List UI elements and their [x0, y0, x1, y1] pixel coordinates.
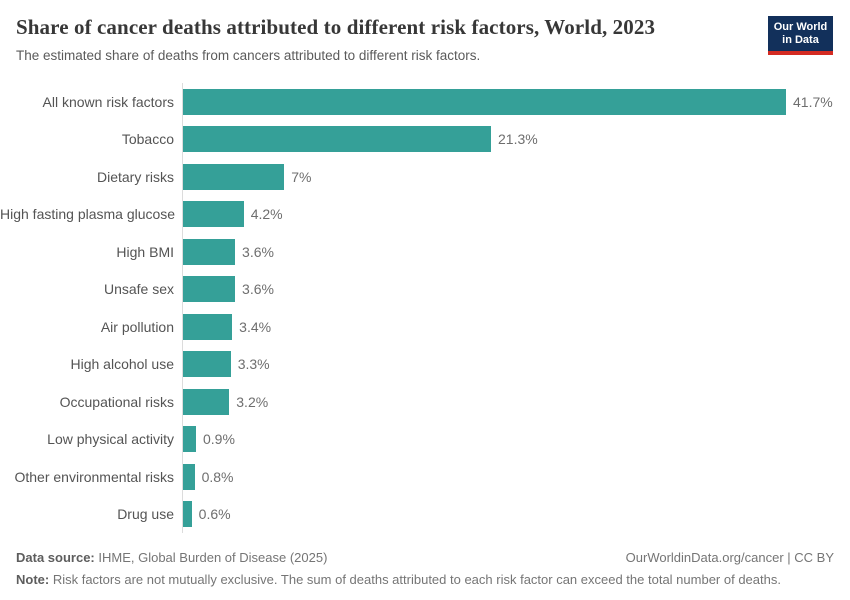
category-label: Dietary risks [96, 168, 174, 185]
bar[interactable] [183, 501, 192, 528]
bar-row: Drug use 0.6% [0, 495, 850, 533]
value-label: 21.3% [498, 131, 538, 148]
owid-logo[interactable]: Our World in Data [768, 16, 833, 55]
bar-chart: All known risk factors 41.7% Tobacco 21.3% D… [0, 83, 850, 533]
bar[interactable] [183, 163, 285, 190]
plot-area: 3.6% [182, 270, 850, 308]
value-label: 3.2% [236, 393, 269, 410]
bar[interactable] [183, 88, 786, 115]
value-label: 3.4% [239, 318, 272, 335]
plot-area: 3.6% [182, 233, 850, 271]
owid-link[interactable]: OurWorldinData.org/cancer [625, 550, 784, 565]
category-label: Drug use [117, 506, 174, 523]
bar-row: Low physical activity 0.9% [0, 420, 850, 458]
bar[interactable] [183, 276, 236, 303]
value-label: 3.6% [242, 243, 274, 260]
value-label: 7% [291, 168, 312, 185]
bar[interactable] [183, 463, 195, 490]
value-label: 0.8% [201, 468, 234, 485]
plot-area: 7% [182, 158, 850, 196]
data-source-text: IHME, Global Burden of Disease (2025) [94, 550, 328, 565]
footer-line1: Data source: IHME, Global Burden of Dise… [16, 550, 834, 565]
plot-area: 0.6% [182, 495, 850, 533]
value-label: 4.2% [250, 206, 283, 223]
bar[interactable] [183, 388, 230, 415]
plot-area: 3.4% [182, 308, 850, 346]
value-label: 3.3% [237, 356, 270, 373]
category-label: Low physical activity [47, 431, 174, 448]
bar[interactable] [183, 238, 236, 265]
bar-row: Air pollution 3.4% [0, 308, 850, 346]
chart-title: Share of cancer deaths attributed to dif… [16, 15, 656, 39]
bar-row: High BMI 3.6% [0, 233, 850, 271]
bar-row: All known risk factors 41.7% [0, 83, 850, 121]
note: Note: Risk factors are not mutually excl… [16, 572, 834, 588]
category-label: High fasting plasma glucose [0, 206, 176, 223]
value-label: 41.7% [793, 93, 833, 110]
category-label: Air pollution [100, 318, 174, 335]
plot-area: 0.9% [182, 420, 850, 458]
bar[interactable] [183, 313, 233, 340]
attribution-separator: | [783, 550, 795, 565]
license-link[interactable]: CC BY [794, 550, 834, 565]
bar[interactable] [183, 426, 196, 453]
plot-area: 41.7% [182, 83, 850, 121]
bar-row: Occupational risks 3.2% [0, 383, 850, 421]
note-text: Risk factors are not mutually exclusive.… [49, 572, 781, 587]
data-source: Data source: IHME, Global Burden of Dise… [16, 550, 327, 565]
data-source-label: Data source: [16, 550, 95, 565]
note-label: Note: [16, 572, 50, 587]
bar[interactable] [183, 351, 231, 378]
value-label: 0.6% [198, 506, 231, 523]
plot-area: 3.3% [182, 345, 850, 383]
bar-row: High fasting plasma glucose 4.2% [0, 195, 850, 233]
logo-line2: in Data [782, 34, 819, 46]
chart-subtitle: The estimated share of deaths from cance… [16, 48, 481, 63]
bar-row: Other environmental risks 0.8% [0, 458, 850, 496]
category-label: All known risk factors [42, 93, 174, 110]
chart-header: Share of cancer deaths attributed to dif… [16, 14, 755, 64]
bar[interactable] [183, 201, 244, 228]
category-label: Unsafe sex [103, 281, 174, 298]
bar-row: Unsafe sex 3.6% [0, 270, 850, 308]
bar[interactable] [183, 126, 491, 153]
category-label: High alcohol use [70, 356, 174, 373]
bar-row: Dietary risks 7% [0, 158, 850, 196]
plot-area: 21.3% [182, 120, 850, 158]
category-label: Tobacco [121, 131, 174, 148]
bar-row: Tobacco 21.3% [0, 120, 850, 158]
bar-row: High alcohol use 3.3% [0, 345, 850, 383]
plot-area: 0.8% [182, 458, 850, 496]
category-label: Other environmental risks [14, 468, 174, 485]
category-label: Occupational risks [59, 393, 174, 410]
value-label: 3.6% [242, 281, 274, 298]
plot-area: 3.2% [182, 383, 850, 421]
logo-line1: Our World [773, 21, 828, 33]
category-label: High BMI [116, 243, 174, 260]
plot-area: 4.2% [182, 195, 850, 233]
chart-footer: Data source: IHME, Global Burden of Dise… [16, 550, 834, 588]
value-label: 0.9% [203, 431, 235, 448]
attribution: OurWorldinData.org/cancer | CC BY [626, 550, 834, 565]
